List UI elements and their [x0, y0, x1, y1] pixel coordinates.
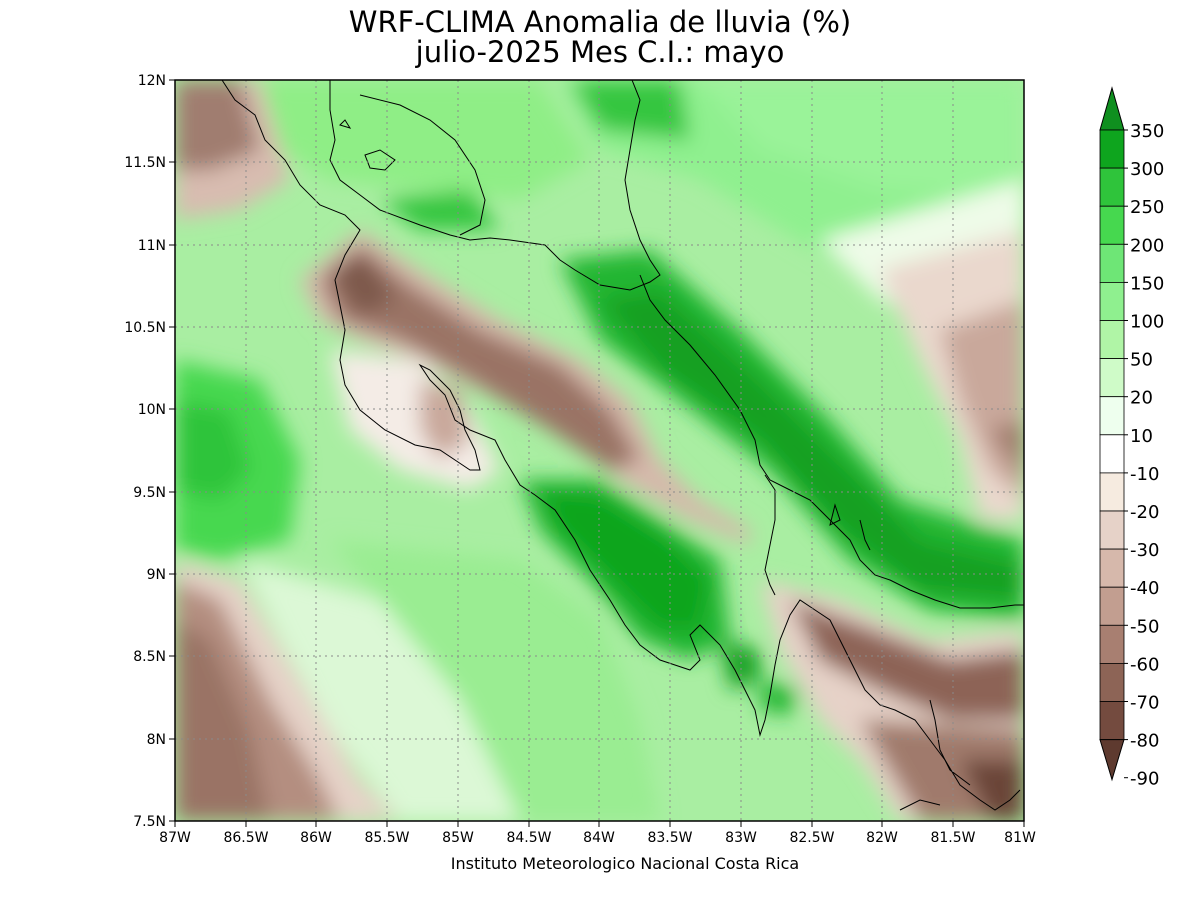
- map-title-line2: julio-2025 Mes C.I.: mayo: [415, 35, 785, 69]
- colorbar-swatch: [1099, 586, 1125, 626]
- colorbar-label: -10: [1130, 464, 1159, 485]
- credit-text: Instituto Meteorologico Nacional Costa R…: [450, 854, 800, 873]
- rainfall-anomaly-field: [175, 80, 1024, 821]
- x-tick-label: 84W: [583, 830, 615, 846]
- x-tick-label: 86W: [300, 830, 332, 846]
- colorbar-label: 150: [1130, 273, 1164, 294]
- colorbar-swatch: [1099, 243, 1125, 283]
- x-tick-label: 85W: [442, 830, 474, 846]
- colorbar-label: -20: [1130, 502, 1159, 523]
- colorbar-arrow-top: [1099, 86, 1125, 131]
- colorbar-label: -50: [1130, 616, 1159, 637]
- colorbar-swatch: [1099, 434, 1125, 474]
- colorbar-swatch: [1099, 510, 1125, 550]
- colorbar-label: 10: [1130, 426, 1153, 447]
- colorbar-swatch: [1099, 548, 1125, 588]
- x-tick-label: 85.5W: [364, 830, 409, 846]
- x-tick-label: 84.5W: [506, 830, 551, 846]
- y-axis: 12N 11.5N 11N 10.5N 10N 9.5N 9N 8.5N 8N …: [124, 73, 175, 830]
- colorbar-swatch: [1099, 396, 1125, 436]
- y-tick-label: 7.5N: [133, 814, 166, 830]
- colorbar-swatch: [1099, 205, 1125, 245]
- colorbar-label: -80: [1130, 731, 1159, 752]
- colorbar-arrow-bottom: [1099, 739, 1125, 782]
- colorbar-label: 200: [1130, 235, 1164, 256]
- y-tick-label: 8.5N: [133, 649, 166, 665]
- colorbar-swatch: [1099, 701, 1125, 740]
- x-tick-label: 86.5W: [223, 830, 268, 846]
- x-tick-label: 87W: [159, 830, 191, 846]
- colorbar-label: -90: [1130, 769, 1159, 790]
- colorbar-swatch: [1099, 129, 1125, 169]
- x-tick-label: 83W: [725, 830, 757, 846]
- y-tick-label: 10N: [138, 402, 166, 418]
- y-tick-label: 11.5N: [124, 155, 166, 171]
- y-tick-label: 10.5N: [124, 320, 166, 336]
- y-tick-label: 8N: [147, 732, 166, 748]
- colorbar-label: 20: [1130, 388, 1153, 409]
- colorbar-swatch: [1099, 281, 1125, 321]
- colorbar-swatch: [1099, 167, 1125, 207]
- y-tick-label: 12N: [138, 73, 166, 89]
- colorbar-label: 100: [1130, 312, 1164, 333]
- colorbar-label: 300: [1130, 159, 1164, 180]
- colorbar-swatch: [1099, 358, 1125, 398]
- colorbar-swatch: [1099, 472, 1125, 512]
- y-tick-label: 9N: [147, 567, 166, 583]
- colorbar-label: -60: [1130, 654, 1159, 675]
- colorbar-label: 350: [1130, 121, 1164, 142]
- x-tick-label: 82.5W: [789, 830, 834, 846]
- x-tick-label: 82W: [866, 830, 898, 846]
- colorbar-label: -70: [1130, 693, 1159, 714]
- colorbar: 350 300 250 200 150 100 50 20 10 -10 -20 -30 -40 -50 -…: [1099, 86, 1164, 790]
- y-tick-label: 11N: [138, 238, 166, 254]
- colorbar-swatch: [1099, 320, 1125, 359]
- x-axis: 87W 86.5W 86W 85.5W 85W 84.5W 84W 83.5W …: [159, 821, 1036, 846]
- x-tick-label: 83.5W: [647, 830, 692, 846]
- colorbar-label: -40: [1130, 578, 1159, 599]
- colorbar-swatch: [1099, 663, 1125, 702]
- colorbar-label: 50: [1130, 350, 1153, 371]
- map-title-line1: WRF-CLIMA Anomalia de lluvia (%): [348, 5, 852, 39]
- coastline: [221, 80, 1024, 811]
- x-tick-label: 81.5W: [930, 830, 975, 846]
- colorbar-label: 250: [1130, 197, 1164, 218]
- colorbar-label: -30: [1130, 540, 1159, 561]
- colorbar-swatch: [1099, 624, 1125, 664]
- x-tick-label: 81W: [1004, 830, 1036, 846]
- y-tick-label: 9.5N: [133, 485, 166, 501]
